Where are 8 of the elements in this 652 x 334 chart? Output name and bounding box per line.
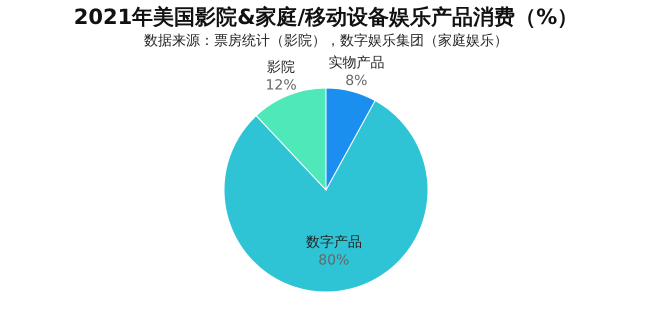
data-label: 12% [266,78,297,94]
chart-title: 2021年美国影院&家庭/移动设备娱乐产品消费（%） [74,4,578,29]
slice-label: 影院 [267,60,296,76]
data-label: 8% [345,72,368,89]
chart-subtitle: 数据来源：票房统计（影院），数字娱乐集团（家庭娱乐） [144,32,508,49]
data-label: 80% [318,252,350,269]
slice-label: 实物产品 [328,54,384,71]
slice-label: 数字产品 [306,234,362,251]
